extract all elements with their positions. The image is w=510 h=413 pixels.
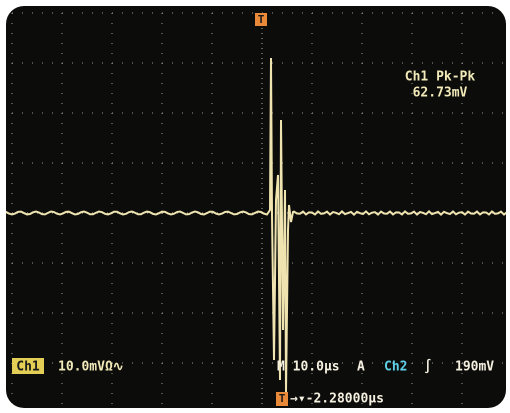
channel-box [12, 358, 44, 374]
trigger-position: →▾-2.28000µs [290, 392, 384, 407]
channel-label: Ch1 [16, 360, 40, 375]
trigger-position-box [276, 392, 288, 406]
measurement-label: Ch1 Pk-Pk [405, 70, 476, 85]
waveform-trace [6, 57, 506, 393]
trigger-marker-box [255, 13, 267, 26]
measurement-value: 62.73mV [413, 86, 468, 101]
trigger-marker: T [258, 13, 265, 26]
trigger-slope: ∫ [424, 359, 432, 375]
trigger-level: 190mV [455, 360, 494, 375]
trigger-position-marker: T [279, 392, 286, 405]
screen-background [6, 6, 506, 408]
channel-scale: 10.0mVΩ∿ [58, 360, 124, 375]
trigger-mode: A [357, 360, 365, 375]
trigger-source: Ch2 [384, 360, 407, 375]
timebase: M 10.0µs [277, 360, 340, 375]
